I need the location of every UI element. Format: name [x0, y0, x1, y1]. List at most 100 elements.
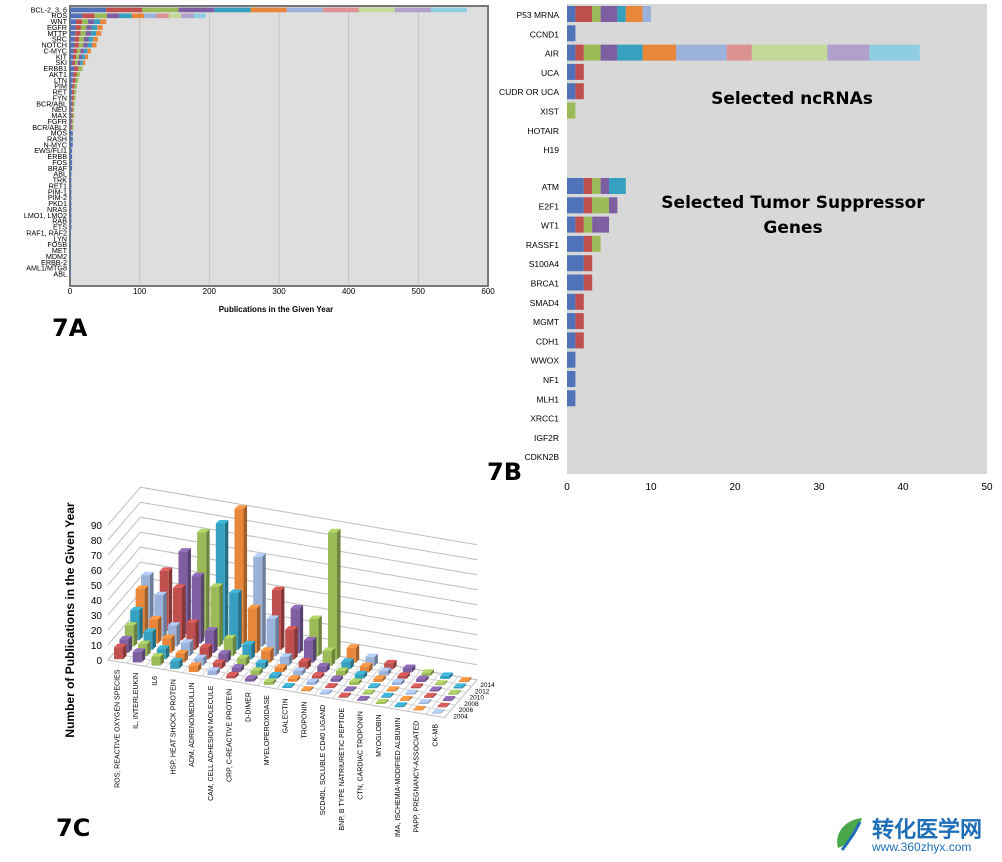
chart-7a-x-axis-label: Publications in the Given Year: [219, 305, 334, 314]
chart-7c-column-top: [167, 622, 181, 626]
chart-7b-bar-segment: [600, 6, 618, 22]
tumor-suppressor-annotation: Selected Tumor Suppressor: [661, 193, 925, 213]
chart-7a-bar-segment: [76, 54, 80, 60]
chart-7a: BCL-2, 3, 6ROSWNTEGFRMTTPSRCNOTCHC-MYCKI…: [24, 5, 495, 314]
chart-7b-x-tick-label: 10: [645, 482, 657, 493]
chart-7a-bar-segment: [76, 72, 80, 77]
chart-7a-category-label: RAF1, RAF2: [26, 228, 67, 237]
chart-7c-column-side: [430, 669, 435, 676]
chart-7c-column-side: [363, 670, 368, 679]
chart-7c-column-top: [207, 667, 221, 671]
chart-7a-category-label: SKI: [55, 58, 67, 67]
chart-7a-category-label: WNT: [51, 17, 68, 26]
chart-7b-category-label: AIR: [545, 49, 559, 59]
chart-7c-column-top: [255, 659, 269, 664]
chart-7c-column: [253, 556, 263, 647]
chart-7a-bar-segment: [82, 60, 86, 66]
chart-7c-column: [223, 638, 233, 657]
chart-7b-bar-segment: [751, 44, 828, 61]
chart-7b-bar-segment: [567, 25, 576, 42]
chart-7a-bar-segment: [82, 13, 95, 19]
chart-7c-column: [301, 689, 311, 692]
chart-7c-column-top: [247, 604, 261, 609]
chart-7c-column-side: [427, 699, 432, 705]
chart-7c-category-label: MYELOPEROXIDASE: [264, 695, 271, 765]
chart-7b-category-label: WWOX: [531, 356, 560, 366]
chart-7a-bar-segment: [178, 7, 215, 13]
chart-7a-bar-segment: [71, 113, 73, 118]
chart-7c-column: [263, 681, 273, 685]
chart-7c-column-top: [156, 645, 170, 649]
chart-7c-column-side: [414, 689, 418, 695]
chart-7c-column-side: [382, 675, 386, 682]
chart-7a-bar-segment: [70, 66, 75, 71]
chart-7c-y-tick-label: 30: [91, 611, 103, 622]
chart-7a-bar-segment: [70, 124, 72, 130]
chart-7c-column-top: [282, 683, 295, 687]
chart-7c-column: [442, 699, 452, 702]
chart-7c-column-side: [227, 650, 231, 663]
chart-7c-column-side: [403, 702, 408, 708]
chart-7c-column-top: [162, 634, 175, 639]
chart-7c-column: [205, 630, 215, 654]
chart-7b-bar-segment: [600, 44, 618, 61]
chart-7b-bar-segment: [567, 102, 576, 119]
chart-7c-column-top: [306, 678, 319, 682]
chart-7b-bar-segment: [827, 44, 870, 61]
chart-7c-column: [338, 696, 348, 698]
chart-7a-bar-segment: [82, 19, 89, 25]
chart-7c-column: [421, 672, 431, 676]
chart-7b-bar-segment: [567, 235, 584, 252]
chart-7a-bar-segment: [70, 177, 72, 183]
chart-7a-bar-segment: [83, 36, 89, 42]
chart-7a-bar-segment: [82, 54, 86, 60]
chart-7a-bar-segment: [358, 7, 395, 13]
chart-7c-column-top: [223, 634, 237, 639]
chart-7c-gridline: [107, 576, 478, 636]
chart-7a-bar-segment: [70, 107, 72, 113]
chart-7a-bar-segment: [70, 119, 72, 124]
chart-7a-category-label: LTN: [54, 76, 67, 85]
chart-7c-column-top: [429, 686, 442, 691]
chart-7c-floor-gridline: [275, 650, 310, 690]
chart-7c-column-top: [311, 672, 325, 676]
chart-7c-column: [362, 693, 372, 695]
chart-7c-y-tick-label: 40: [91, 596, 103, 607]
chart-7c-column-side: [352, 686, 357, 692]
chart-7c-column: [322, 651, 332, 667]
chart-7a-bar-segment: [72, 78, 76, 83]
chart-7b-bar-segment: [567, 6, 576, 22]
chart-7c-y-tick-label: 50: [91, 581, 103, 592]
chart-7c-column-side: [344, 667, 349, 676]
chart-7c-column-top: [269, 672, 282, 676]
chart-7b-bar-segment: [869, 44, 920, 61]
chart-7c-column-side: [446, 702, 450, 708]
chart-7a-bar-segment: [75, 60, 78, 66]
chart-7c-column-top: [424, 692, 437, 697]
chart-7c-category-label: BNP, B TYPE NATRIURETIC PEPTIDE: [339, 708, 346, 831]
chart-7c-column-side: [219, 583, 223, 647]
chart-7c-column-side: [283, 664, 287, 673]
watermark-site-url: www.360zhyx.com: [872, 840, 972, 854]
chart-7a-bar-segment: [70, 72, 74, 77]
chart-7a-bar-segment: [70, 236, 71, 242]
chart-7b-x-tick-label: 0: [564, 482, 570, 493]
chart-7c-column-side: [294, 626, 298, 660]
chart-7a-bar-segment: [85, 31, 91, 36]
chart-7c-column-side: [160, 653, 164, 666]
chart-7c-column-side: [320, 672, 325, 679]
chart-7a-category-label: MOS: [51, 129, 68, 138]
chart-7c-column: [151, 656, 161, 666]
chart-7c-column-top: [170, 657, 183, 662]
chart-7c-column: [229, 593, 239, 651]
chart-7a-bar-segment: [74, 83, 77, 89]
chart-7c-column-side: [165, 645, 170, 660]
chart-7c-category-label: HSP, HEAT SHOCK PROTEIN: [170, 679, 177, 774]
chart-7c-column-top: [114, 643, 127, 648]
chart-7a-bar-segment: [74, 36, 80, 42]
chart-7c-column: [431, 712, 441, 714]
chart-7a-bar-segment: [70, 213, 72, 218]
chart-7b-bar-segment: [617, 6, 626, 22]
chart-7a-bar-segment: [78, 66, 83, 71]
chart-7c-column-side: [355, 644, 360, 663]
